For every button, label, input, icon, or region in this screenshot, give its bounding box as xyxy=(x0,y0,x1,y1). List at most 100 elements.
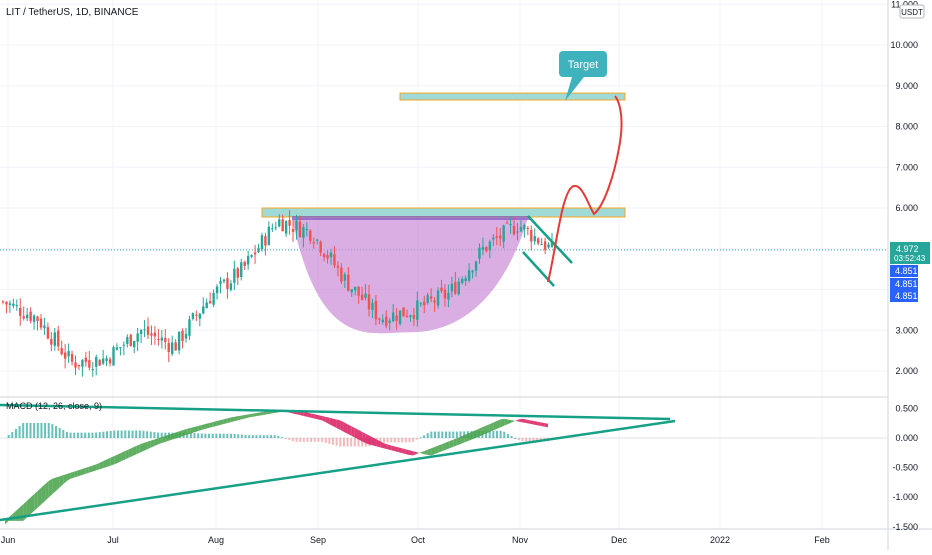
macd-ribbon-segment xyxy=(493,420,497,431)
candle-body xyxy=(260,235,264,250)
macd-ribbon-segment xyxy=(150,439,155,448)
macd-histogram-bar xyxy=(51,424,54,438)
macd-ribbon-segment xyxy=(96,462,100,471)
macd-histogram-bar xyxy=(393,438,396,443)
countdown-value: 03:52:43 xyxy=(894,254,926,263)
candle-body xyxy=(333,254,336,266)
macd-histogram-bar xyxy=(116,430,119,438)
macd-ribbon-segment xyxy=(260,411,264,416)
candle-body xyxy=(243,261,246,266)
macd-histogram-bar xyxy=(87,432,90,438)
candle-body xyxy=(440,287,443,292)
candle-body xyxy=(63,352,67,359)
candle-body xyxy=(302,227,305,238)
macd-ribbon-segment xyxy=(92,464,97,472)
candle-body xyxy=(319,241,322,253)
candle-body xyxy=(219,280,222,284)
macd-histogram-bar xyxy=(506,433,509,438)
macd-histogram-bar xyxy=(33,422,36,438)
macd-histogram-bar xyxy=(273,435,276,438)
candle-body xyxy=(533,236,536,242)
currency-badge-label: USDT xyxy=(901,8,923,17)
projection-path[interactable] xyxy=(547,95,623,283)
marker-2-value: 4.851 xyxy=(895,279,918,289)
candle-body xyxy=(350,289,353,293)
candle-body xyxy=(67,351,70,357)
macd-histogram-bar xyxy=(342,438,345,447)
candle-body xyxy=(312,242,315,244)
candle-body xyxy=(291,228,295,232)
macd-ribbon-segment xyxy=(230,416,235,423)
macd-histogram-bar xyxy=(208,433,211,438)
candle-body xyxy=(50,339,53,345)
macd-ribbon-segment xyxy=(413,451,417,456)
macd-ribbon-segment xyxy=(201,424,206,430)
macd-histogram-bar xyxy=(324,438,327,443)
handle-upper-line[interactable] xyxy=(527,215,573,264)
macd-ribbon-segment xyxy=(322,416,326,423)
candle-body xyxy=(236,268,239,278)
macd-histogram-bar xyxy=(142,430,145,438)
macd-histogram-bar xyxy=(65,431,68,438)
macd-histogram-bar xyxy=(426,433,429,438)
candle-body xyxy=(153,332,157,337)
macd-ribbon-segment xyxy=(234,416,239,422)
macd-ribbon-segment xyxy=(249,413,253,418)
macd-ribbon-segment xyxy=(45,480,49,501)
candle-body xyxy=(416,300,419,320)
macd-ribbon-segment xyxy=(464,433,468,443)
macd-histogram-bar xyxy=(463,431,466,438)
resistance-zone[interactable] xyxy=(261,207,626,218)
candle-body xyxy=(184,333,188,339)
macd-triangle-upper[interactable] xyxy=(0,403,671,421)
macd-ribbon-segment xyxy=(456,436,461,446)
macd-histogram-bar xyxy=(415,438,418,440)
macd-ribbon-segment xyxy=(431,446,436,456)
candle-body xyxy=(447,292,450,300)
cup-shape[interactable] xyxy=(292,217,528,334)
candle-body xyxy=(526,228,530,230)
macd-histogram-bar xyxy=(262,435,265,438)
candle-body xyxy=(250,255,253,257)
candle-body xyxy=(474,261,478,271)
candle-body xyxy=(499,235,502,239)
macd-ribbon-segment xyxy=(128,447,133,458)
candle-body xyxy=(547,244,550,248)
target-callout-box xyxy=(559,51,607,77)
macd-ribbon-segment xyxy=(435,445,439,454)
price-tick-label: 8.000 xyxy=(895,122,918,132)
macd-histogram-bar xyxy=(514,437,517,439)
macd-ribbon-segment xyxy=(449,439,454,449)
macd-histogram-bar xyxy=(455,431,458,438)
macd-tick-label: 0.500 xyxy=(895,403,918,413)
target-callout[interactable]: Target xyxy=(559,51,607,101)
macd-ribbon-segment xyxy=(526,419,530,424)
macd-ribbon-segment xyxy=(245,414,250,419)
macd-histogram-bar xyxy=(211,433,214,438)
candle-body xyxy=(267,226,271,245)
macd-ribbon-segment xyxy=(136,444,140,455)
candle-body xyxy=(360,294,364,300)
candle-body xyxy=(136,333,139,342)
candle-body xyxy=(46,327,50,339)
macd-ribbon-segment xyxy=(511,420,516,423)
time-tick-label: Jun xyxy=(1,535,16,545)
currency-badge[interactable]: USDT xyxy=(899,4,925,19)
macd-histogram-bar xyxy=(204,433,207,438)
candle-body xyxy=(374,300,378,320)
macd-histogram-bar xyxy=(295,438,298,442)
macd-triangle-lower[interactable] xyxy=(0,419,676,522)
macd-ribbon-segment xyxy=(478,427,483,437)
target-zone[interactable] xyxy=(399,92,626,101)
macd-histogram-bar xyxy=(485,430,488,438)
macd-ribbon-segment xyxy=(223,418,228,425)
candle-body xyxy=(461,278,464,283)
macd-histogram-bar xyxy=(452,431,455,438)
time-tick-label: Feb xyxy=(814,535,830,545)
time-tick-label: Sep xyxy=(310,535,326,545)
candle-body xyxy=(88,360,91,368)
macd-ribbon-segment xyxy=(424,449,428,456)
candle-body xyxy=(222,279,226,282)
macd-ribbon-segment xyxy=(81,468,86,476)
